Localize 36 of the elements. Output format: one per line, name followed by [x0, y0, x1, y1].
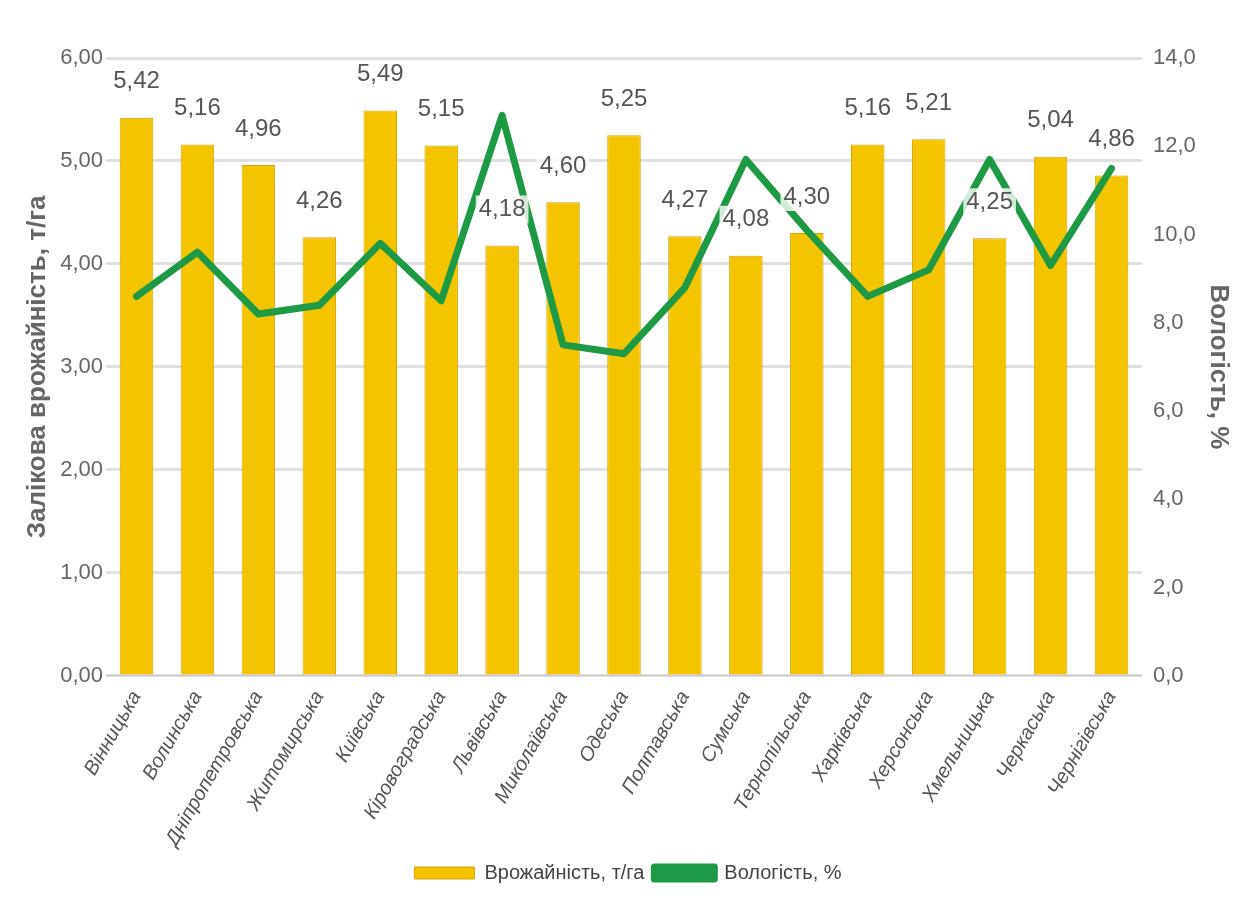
y2-tick-label: 10,0: [1152, 220, 1196, 246]
y2-tick-label: 6,0: [1152, 397, 1184, 423]
data-label: 4,08: [722, 204, 770, 232]
data-label: 4,86: [1088, 124, 1135, 152]
y-tick-label: 2,00: [60, 456, 104, 482]
legend-label: Вологість, %: [724, 860, 842, 883]
legend-label: Врожайність, т/га: [484, 860, 646, 883]
y-tick-label: 1,00: [60, 559, 104, 584]
data-label: 5,16: [174, 93, 221, 121]
data-label: 5,04: [1027, 105, 1074, 133]
data-label: 5,49: [356, 59, 404, 87]
data-label: 4,96: [235, 113, 282, 141]
data-label: 4,18: [478, 194, 526, 222]
data-label: 5,25: [600, 83, 648, 111]
data-label: 4,27: [661, 184, 709, 212]
data-label: 5,42: [113, 66, 160, 94]
y-tick-label: 6,00: [60, 44, 104, 70]
y2-tick-label: 4,0: [1152, 485, 1184, 511]
y2-axis-title: Вологість, %: [1205, 284, 1236, 450]
data-label: 5,21: [905, 87, 953, 115]
data-label: 5,15: [417, 94, 465, 122]
y-axis-title: Залікова врожайність, т/га: [20, 195, 51, 539]
y2-tick-label: 12,0: [1152, 132, 1196, 158]
y-tick-label: 4,00: [60, 250, 104, 276]
data-label: 4,30: [783, 181, 831, 209]
y-tick-label: 3,00: [60, 353, 104, 379]
data-label: 4,25: [966, 186, 1013, 214]
y2-tick-label: 0,0: [1152, 661, 1184, 687]
y2-tick-label: 8,0: [1152, 308, 1184, 334]
data-label: 4,26: [295, 185, 343, 213]
y2-tick-label: 2,0: [1152, 573, 1184, 599]
data-label: 4,60: [539, 150, 587, 178]
y-tick-label: 5,00: [60, 147, 104, 173]
y2-tick-label: 14,0: [1152, 44, 1196, 70]
y-tick-label: 0,00: [60, 661, 104, 687]
data-label: 5,16: [844, 93, 892, 121]
